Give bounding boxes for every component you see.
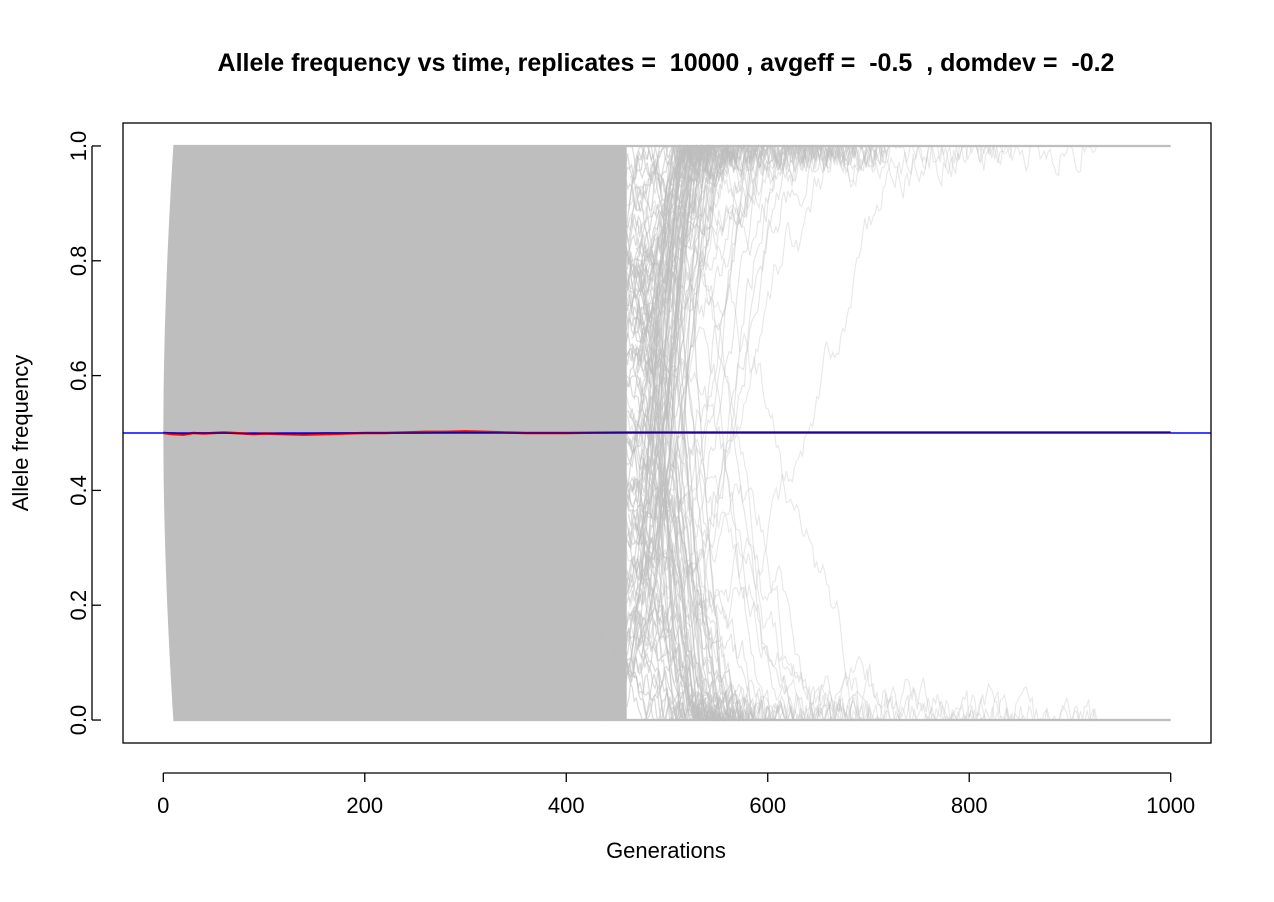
x-axis-label: Generations (606, 838, 726, 863)
replicate-trajectory (586, 481, 860, 722)
replicate-trajectory (625, 301, 728, 723)
replicate-trajectory (607, 145, 711, 362)
replicate-trajectory (618, 626, 678, 721)
replicate-trajectory (634, 144, 858, 298)
replicate-trajectory (642, 144, 799, 576)
y-tick-label: 0.6 (66, 360, 91, 391)
y-tick-label: 1.0 (66, 131, 91, 162)
replicate-trajectory (595, 476, 995, 722)
replicate-trajectory (639, 347, 849, 722)
replicate-trajectory (628, 145, 695, 683)
replicate-trajectory (631, 443, 1026, 722)
replicate-trajectory (586, 144, 876, 311)
y-tick-label: 0.4 (66, 475, 91, 506)
replicate-trajectory (593, 144, 852, 440)
replicate-trajectory (604, 144, 698, 240)
replicate-trajectory (638, 513, 780, 721)
x-tick-label: 400 (548, 793, 585, 818)
replicate-trajectory (619, 144, 1007, 236)
replicate-trajectory (591, 144, 842, 389)
replicate-trajectory (636, 523, 722, 721)
replicate-trajectory (628, 145, 759, 552)
replicate-trajectory (623, 515, 718, 723)
replicate-trajectory (625, 143, 888, 269)
replicate-trajectory (629, 160, 872, 722)
replicate-trajectory (587, 144, 795, 701)
x-axis: 0 200 400 600 800 1000 (157, 772, 1195, 818)
replicate-trajectory (634, 144, 831, 375)
replicate-trajectory (637, 163, 757, 721)
y-axis: 0.0 0.2 0.4 0.6 0.8 1.0 (66, 131, 101, 736)
replicate-trajectory (628, 144, 895, 588)
replicate-trajectory (597, 144, 895, 603)
replicate-trajectory (633, 216, 901, 722)
y-tick-label: 0.0 (66, 705, 91, 736)
replicate-trajectory (616, 432, 734, 721)
replicate-trajectory (623, 298, 706, 721)
replicate-trajectory (613, 555, 1096, 723)
replicate-trajectory (595, 144, 822, 234)
replicate-trajectory (615, 415, 761, 723)
plot-frame (122, 122, 1212, 744)
replicate-trajectory (637, 145, 810, 348)
series-layer (163, 430, 1171, 436)
replicate-trajectory (614, 145, 679, 680)
replicate-trajectory (619, 144, 887, 685)
replicate-trajectory (636, 234, 771, 721)
replicate-trajectory (608, 145, 701, 312)
x-tick-label: 800 (951, 793, 988, 818)
replicate-trajectory (638, 143, 1098, 648)
median-frequency-line (163, 431, 1171, 435)
y-axis-label: Allele frequency (8, 355, 33, 512)
x-tick-label: 1000 (1146, 793, 1195, 818)
replicate-trajectory (593, 144, 794, 538)
replicate-trajectory (637, 319, 746, 721)
replicate-trajectory (638, 145, 685, 578)
replicate-trajectory (640, 144, 856, 325)
y-tick-label: 0.8 (66, 246, 91, 277)
replicate-trajectory (625, 143, 814, 572)
replicate-trajectory (613, 144, 894, 659)
replicate-trajectory (604, 144, 744, 594)
y-tick-label: 0.2 (66, 590, 91, 621)
replicate-trajectory (603, 360, 789, 723)
replicate-trajectory (621, 610, 688, 721)
x-tick-label: 600 (749, 793, 786, 818)
replicate-trajectory (640, 326, 882, 721)
replicate-trajectory (623, 345, 723, 723)
replicate-trajectory (635, 145, 765, 256)
replicate-trajectory (616, 144, 886, 590)
x-tick-label: 200 (346, 793, 383, 818)
replicate-trajectory (605, 186, 688, 721)
replicate-trajectory (599, 143, 851, 326)
replicate-trajectory (595, 359, 685, 721)
replicate-trajectory (616, 209, 1099, 722)
replicate-trajectory (634, 144, 1013, 505)
replicate-trajectory (641, 145, 687, 277)
x-tick-label: 0 (157, 793, 169, 818)
replicate-trajectory (625, 522, 794, 721)
replicate-trajectory (603, 244, 714, 721)
replicate-trajectory (621, 145, 737, 308)
replicate-trajectory (636, 535, 825, 723)
replicate-trajectory (588, 482, 809, 721)
replicate-trajectory (636, 395, 788, 721)
chart-title: Allele frequency vs time, replicates = 1… (218, 49, 1115, 77)
